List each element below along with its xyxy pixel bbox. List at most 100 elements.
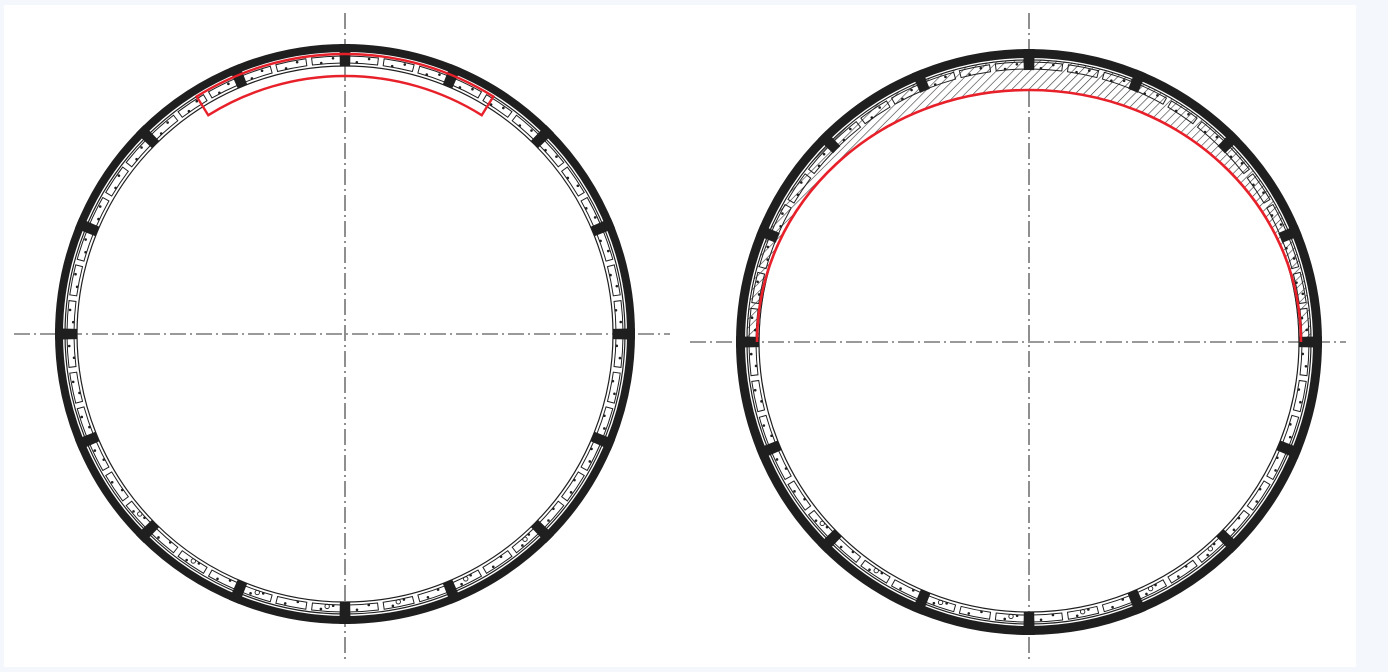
bolt-dot bbox=[71, 320, 75, 324]
right-ring-drawing bbox=[690, 13, 1346, 661]
bolt-dot bbox=[197, 562, 201, 565]
bolt-dot bbox=[822, 152, 826, 156]
bolt-dot bbox=[296, 600, 300, 604]
bolt-dot bbox=[250, 77, 254, 80]
segment-cell bbox=[88, 196, 110, 229]
bolt-dot bbox=[1289, 423, 1292, 426]
bolt-dot bbox=[1240, 162, 1244, 165]
bolt-dot bbox=[249, 592, 252, 595]
bolt-dot bbox=[1015, 62, 1019, 66]
segment-cell bbox=[537, 138, 565, 168]
segment-joint bbox=[911, 69, 931, 95]
segment-cell bbox=[450, 77, 483, 99]
grout-port bbox=[873, 568, 879, 574]
bolt-dot bbox=[868, 568, 871, 571]
bolt-dot bbox=[803, 497, 806, 501]
segment-cell bbox=[751, 379, 766, 413]
bolt-dot bbox=[796, 193, 800, 197]
segment-joint bbox=[339, 601, 351, 624]
bolt-dot bbox=[98, 205, 102, 208]
segment-cell bbox=[561, 166, 585, 197]
bolt-dot bbox=[1295, 281, 1298, 284]
segment-cell bbox=[1223, 145, 1251, 175]
bolt-dot bbox=[1039, 66, 1043, 70]
bolt-dot bbox=[1279, 223, 1283, 226]
bolt-dot bbox=[590, 447, 593, 451]
bolt-dot bbox=[367, 603, 371, 607]
segment-cell bbox=[1167, 100, 1198, 125]
bolt-dot bbox=[75, 285, 79, 289]
bolt-dot bbox=[491, 565, 495, 569]
bolt-dot bbox=[110, 480, 114, 484]
bolt-dot bbox=[1229, 155, 1233, 159]
bolt-dot bbox=[1145, 592, 1148, 596]
bolt-dot bbox=[367, 57, 371, 61]
bolt-dot bbox=[932, 601, 936, 605]
bolt-dot bbox=[227, 82, 230, 86]
bolt-dot bbox=[760, 400, 763, 403]
segment-cell bbox=[613, 336, 624, 368]
segment-cell bbox=[1246, 480, 1271, 511]
bolt-dot bbox=[757, 293, 761, 296]
bolt-dot bbox=[71, 380, 75, 384]
bolt-dot bbox=[1154, 583, 1157, 587]
bolt-dot bbox=[775, 458, 779, 461]
bolt-dot bbox=[899, 587, 902, 590]
grout-port bbox=[254, 589, 260, 596]
bolt-dot bbox=[331, 604, 335, 608]
bolt-dot bbox=[1187, 113, 1190, 116]
segment-joint bbox=[1127, 69, 1147, 95]
left-ring bbox=[14, 13, 670, 661]
segment-joint bbox=[136, 519, 160, 543]
bolt-dot bbox=[1292, 257, 1296, 260]
grout-port bbox=[522, 536, 528, 542]
segment-cell bbox=[807, 509, 835, 539]
segment-cell bbox=[1292, 379, 1307, 413]
bolt-dot bbox=[1174, 109, 1178, 113]
segment-joint bbox=[1216, 130, 1241, 155]
segment-cell bbox=[1266, 448, 1288, 481]
bolt-dot bbox=[793, 490, 796, 493]
bolt-dot bbox=[749, 352, 753, 356]
bolt-dot bbox=[603, 414, 606, 418]
bolt-dot bbox=[618, 356, 622, 360]
segment-cell bbox=[1292, 271, 1307, 305]
bolt-dot bbox=[185, 558, 188, 562]
bolt-dot bbox=[619, 320, 623, 324]
bolt-dot bbox=[614, 308, 618, 312]
segment-joint bbox=[1023, 611, 1035, 635]
bolt-dot bbox=[979, 66, 983, 70]
segment-cell bbox=[311, 602, 343, 613]
bolt-dot bbox=[1156, 94, 1159, 97]
bolt-dot bbox=[284, 67, 288, 70]
bolt-dot bbox=[319, 607, 323, 611]
bolt-dot bbox=[593, 216, 597, 219]
left-ring-panel bbox=[4, 5, 680, 667]
bolt-dot bbox=[97, 217, 100, 221]
bolt-dot bbox=[1075, 70, 1078, 74]
segment-joint bbox=[530, 519, 554, 543]
bolt-dot bbox=[1274, 469, 1277, 472]
bolt-dot bbox=[839, 545, 843, 549]
bolt-dot bbox=[187, 109, 191, 113]
bolt-dot bbox=[1258, 487, 1262, 491]
segment-cell bbox=[177, 550, 208, 574]
segment-cell bbox=[758, 414, 777, 448]
segment-cell bbox=[76, 406, 95, 439]
segment-cell bbox=[1066, 605, 1100, 620]
segment-joint bbox=[756, 440, 782, 460]
segment-cell bbox=[890, 579, 923, 601]
bolt-dot bbox=[1003, 617, 1007, 621]
bolt-dot bbox=[518, 124, 522, 127]
bolt-dot bbox=[814, 519, 818, 522]
bolt-dot bbox=[552, 507, 555, 511]
bolt-dot bbox=[1255, 500, 1258, 503]
bolt-dot bbox=[1122, 79, 1126, 83]
bolt-dot bbox=[1297, 388, 1301, 391]
bolt-dot bbox=[1285, 246, 1288, 250]
bolt-dot bbox=[159, 132, 163, 135]
bolt-dot bbox=[355, 608, 359, 612]
bolt-dot bbox=[80, 415, 84, 419]
bolt-dot bbox=[117, 174, 121, 177]
